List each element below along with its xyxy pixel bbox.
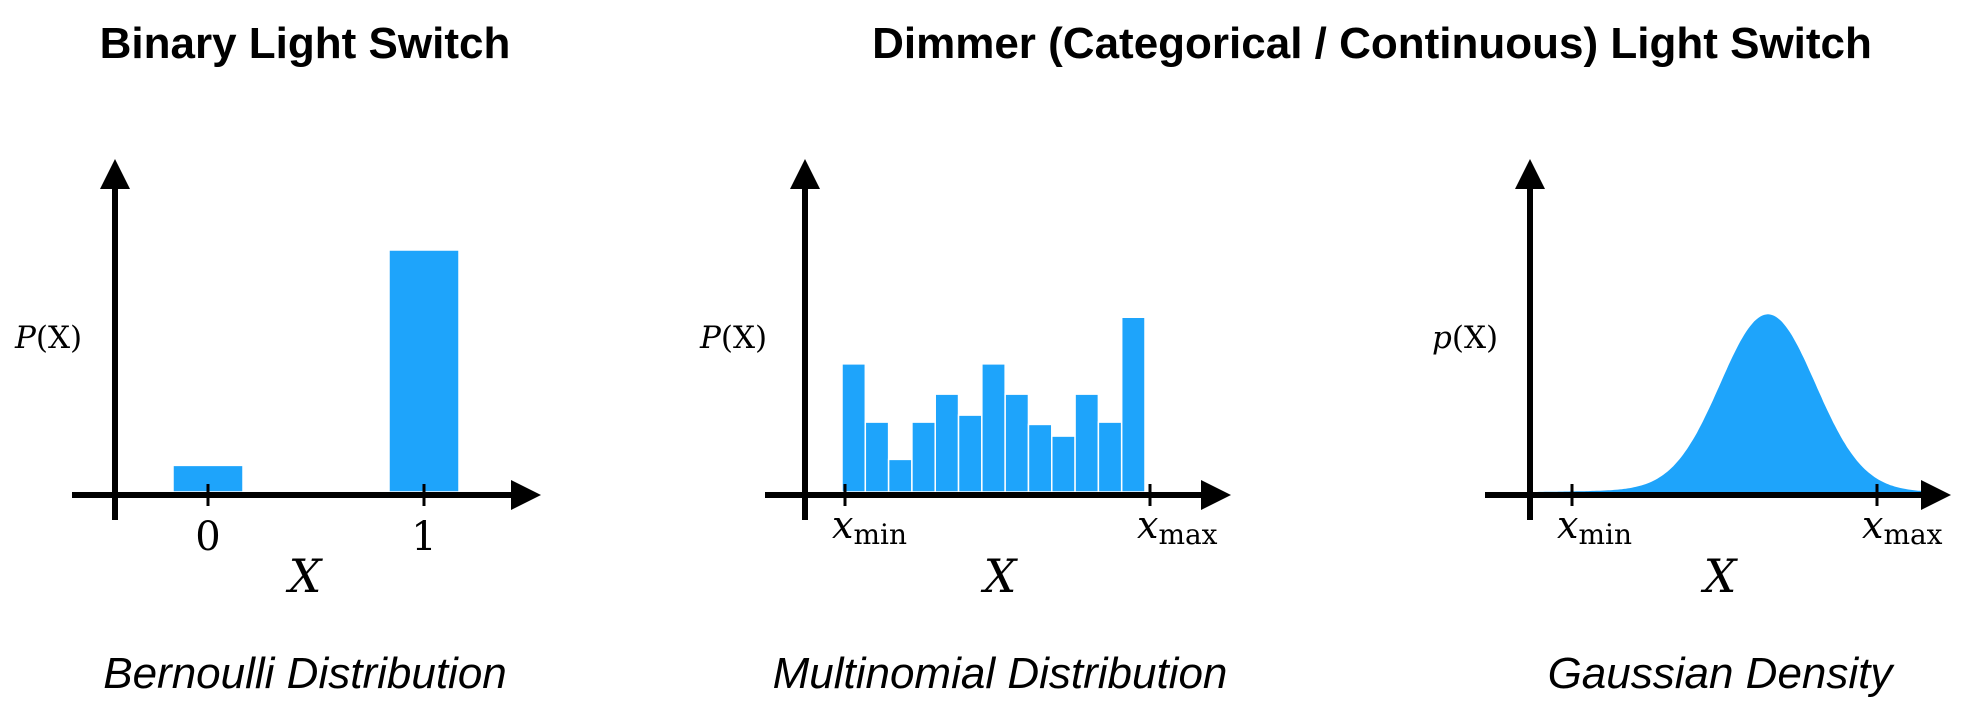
multinomial-bars xyxy=(841,316,1146,493)
multinomial-bar-4 xyxy=(911,421,936,493)
bernoulli-tick-label-1: 1 xyxy=(411,514,436,560)
heading-dimmer-light-switch: Dimmer (Categorical / Continuous) Light … xyxy=(872,19,1872,68)
multinomial-bar-3 xyxy=(887,458,913,493)
multinomial-bar-1 xyxy=(841,363,867,493)
multinomial-x-label: X xyxy=(981,549,1019,603)
multinomial-y-label: P(X) xyxy=(699,320,767,356)
bernoulli-panel: 0 1 P(X) X Bernoulli Distribution xyxy=(14,159,541,698)
bernoulli-bars xyxy=(172,249,460,493)
gaussian-caption: Gaussian Density xyxy=(1548,649,1896,698)
gaussian-density-area xyxy=(1535,314,1930,492)
multinomial-tick-label-min: xmin xyxy=(832,503,907,551)
bernoulli-tick-label-0: 0 xyxy=(195,514,220,560)
multinomial-tick-label-max: xmax xyxy=(1137,503,1218,551)
multinomial-bar-13 xyxy=(1120,316,1146,493)
multinomial-bar-7 xyxy=(981,363,1006,493)
multinomial-bar-2 xyxy=(864,421,890,493)
heading-binary-light-switch: Binary Light Switch xyxy=(100,19,511,68)
multinomial-bar-9 xyxy=(1027,423,1053,493)
bernoulli-bar-1 xyxy=(388,249,460,493)
multinomial-bar-10 xyxy=(1051,435,1076,493)
gaussian-x-label: X xyxy=(1701,549,1739,603)
multinomial-bar-6 xyxy=(957,414,983,493)
bernoulli-y-label: P(X) xyxy=(14,320,82,356)
bernoulli-caption: Bernoulli Distribution xyxy=(103,649,507,698)
multinomial-bar-11 xyxy=(1074,393,1100,493)
multinomial-bar-12 xyxy=(1097,421,1123,493)
gaussian-tick-label-max: xmax xyxy=(1862,503,1943,551)
bernoulli-x-label: X xyxy=(286,549,324,603)
gaussian-panel: xmin xmax p(X) X Gaussian Density xyxy=(1432,159,1951,698)
multinomial-caption: Multinomial Distribution xyxy=(773,649,1228,698)
gaussian-tick-label-min: xmin xyxy=(1557,503,1632,551)
multinomial-bar-5 xyxy=(934,393,960,493)
multinomial-panel: xmin xmax P(X) X Multinomial Distributio… xyxy=(699,159,1231,698)
multinomial-bar-8 xyxy=(1004,393,1030,493)
gaussian-y-label: p(X) xyxy=(1432,320,1498,356)
